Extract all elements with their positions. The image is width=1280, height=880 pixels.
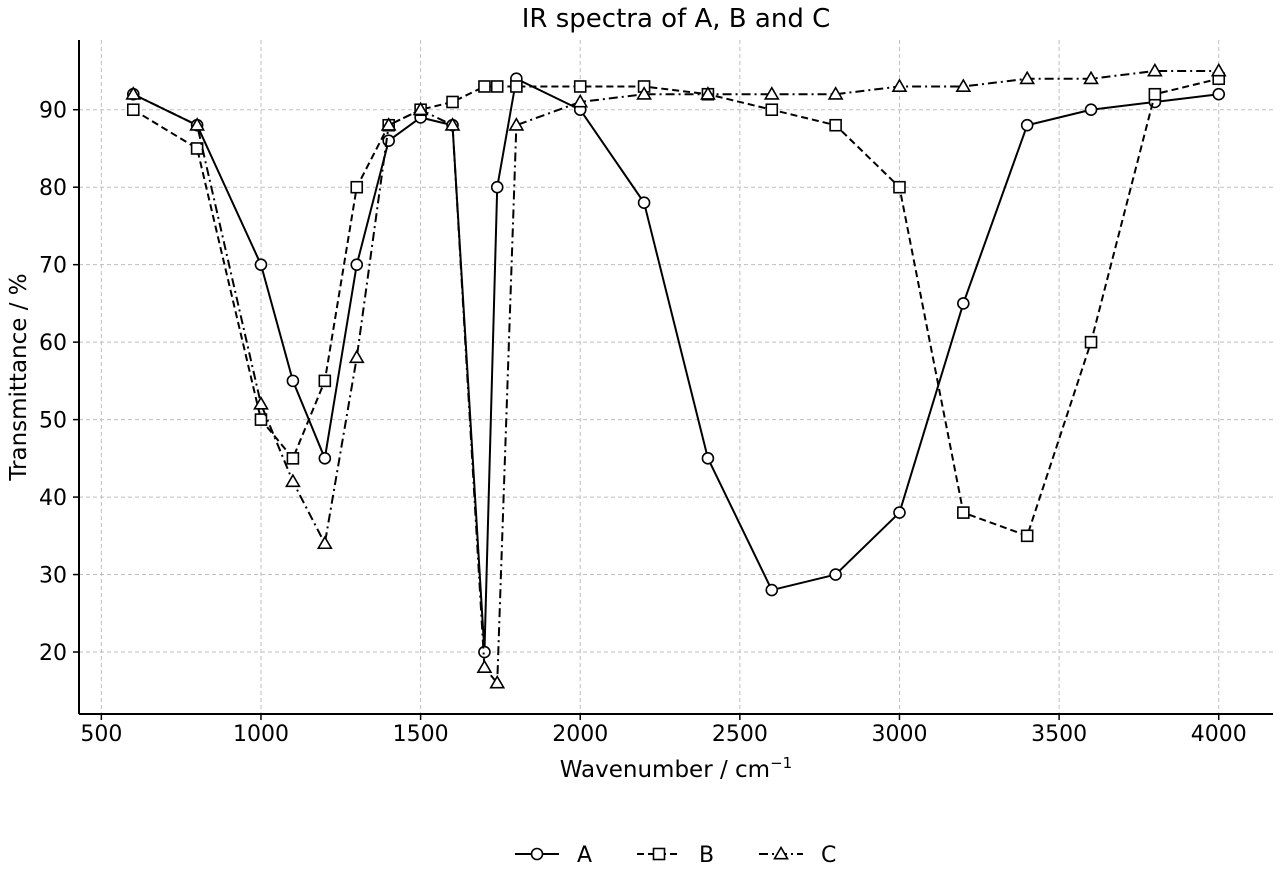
point-C-1200 — [316, 535, 333, 550]
legend-marker-C — [773, 845, 789, 860]
x-tick-label-500: 500 — [80, 722, 122, 747]
point-B-800 — [190, 142, 204, 155]
point-C-1300 — [348, 349, 365, 364]
point-B-1200 — [318, 374, 332, 388]
y-tick-label-20: 20 — [39, 641, 67, 666]
series-C — [125, 62, 1227, 689]
point-C-1700 — [476, 659, 493, 673]
point-C-2200 — [636, 86, 652, 100]
point-C-1740 — [489, 674, 506, 689]
point-C-1400 — [380, 117, 397, 131]
point-B-3600 — [1084, 335, 1098, 349]
legend-item-B: B — [637, 843, 714, 868]
x-axis-title: Wavenumber / cm−1 — [560, 754, 792, 783]
series-layer — [125, 62, 1227, 689]
point-B-1000 — [254, 413, 268, 426]
point-B-1600 — [446, 95, 459, 109]
legend-label-B: B — [699, 843, 714, 868]
series-line-A — [132, 77, 1219, 654]
series-B — [126, 72, 1226, 543]
point-A-3200 — [957, 297, 970, 310]
point-B-1300 — [350, 180, 364, 194]
point-A-2800 — [829, 568, 842, 581]
legend-item-A: A — [515, 843, 592, 868]
legend-label-A: A — [577, 843, 592, 868]
axes: 500 1000 1500 2000 2500 3000 3500 4000 20 30 40 50 6… — [39, 40, 1273, 747]
point-B-1740 — [490, 80, 504, 93]
y-tick-label-60: 60 — [39, 331, 67, 356]
chart-title: IR spectra of A, B and C — [522, 4, 831, 34]
point-B-2000 — [573, 80, 587, 93]
point-C-3600 — [1083, 70, 1099, 85]
point-A-3000 — [893, 506, 906, 519]
point-A-2400 — [701, 452, 715, 465]
point-A-1200 — [318, 452, 332, 465]
point-A-2600 — [765, 583, 779, 597]
point-A-4000 — [1212, 87, 1226, 101]
point-B-2800 — [829, 118, 842, 132]
point-C-600 — [125, 86, 142, 100]
point-C-1800 — [508, 117, 525, 131]
point-C-1600 — [444, 117, 461, 131]
x-axis-title-superscript: −1 — [770, 754, 792, 772]
x-tick-label-3500: 3500 — [1031, 722, 1087, 747]
point-B-600 — [126, 103, 140, 117]
point-C-3000 — [891, 78, 908, 92]
point-A-1300 — [350, 258, 364, 271]
point-A-3600 — [1084, 103, 1098, 117]
point-A-1000 — [254, 258, 268, 271]
x-tick-label-4000: 4000 — [1191, 722, 1247, 747]
point-C-3400 — [1019, 70, 1036, 85]
legend-marker-B — [652, 847, 666, 861]
point-B-2600 — [765, 103, 779, 117]
y-tick-label-50: 50 — [39, 409, 67, 434]
y-tick-label-70: 70 — [39, 254, 67, 279]
x-tick-label-1000: 1000 — [233, 722, 289, 747]
point-B-3400 — [1020, 529, 1034, 543]
point-C-2400 — [700, 86, 716, 100]
y-tick-label-30: 30 — [39, 564, 67, 589]
x-tick-label-1500: 1500 — [393, 722, 449, 747]
point-C-2000 — [572, 93, 589, 108]
series-A — [126, 72, 1226, 659]
series-line-B — [132, 77, 1219, 537]
point-B-1700 — [478, 80, 491, 93]
y-tick-label-80: 80 — [39, 176, 67, 201]
legend: A B C — [515, 843, 836, 868]
grid — [79, 40, 1273, 714]
point-A-3400 — [1020, 118, 1034, 132]
point-B-3200 — [957, 506, 970, 519]
point-B-1100 — [286, 452, 300, 465]
y-axis-title: Transmittance / % — [6, 273, 32, 481]
point-C-3800 — [1146, 62, 1163, 77]
point-A-1740 — [490, 180, 504, 194]
point-A-1400 — [382, 134, 395, 148]
y-tick-label-90: 90 — [39, 99, 67, 124]
point-A-1700 — [478, 645, 491, 659]
point-C-1500 — [412, 101, 429, 116]
point-A-2200 — [637, 196, 651, 209]
point-B-3000 — [893, 180, 906, 194]
legend-label-C: C — [821, 843, 836, 868]
point-B-1800 — [510, 80, 523, 93]
y-tick-label-40: 40 — [39, 486, 67, 511]
x-tick-label-3000: 3000 — [871, 722, 927, 747]
point-C-3200 — [955, 78, 972, 92]
x-axis-title-main: Wavenumber / cm — [560, 757, 770, 783]
x-tick-label-2000: 2000 — [552, 722, 608, 747]
point-C-1000 — [253, 396, 269, 410]
point-C-4000 — [1210, 62, 1227, 77]
point-C-2800 — [827, 86, 844, 100]
point-C-2600 — [763, 86, 780, 100]
point-C-800 — [189, 117, 206, 131]
point-B-3800 — [1148, 87, 1162, 101]
legend-marker-A — [530, 847, 544, 861]
x-tick-label-2500: 2500 — [712, 722, 768, 747]
point-A-1100 — [286, 374, 300, 388]
legend-item-C: C — [759, 843, 836, 868]
point-C-1100 — [285, 473, 301, 488]
